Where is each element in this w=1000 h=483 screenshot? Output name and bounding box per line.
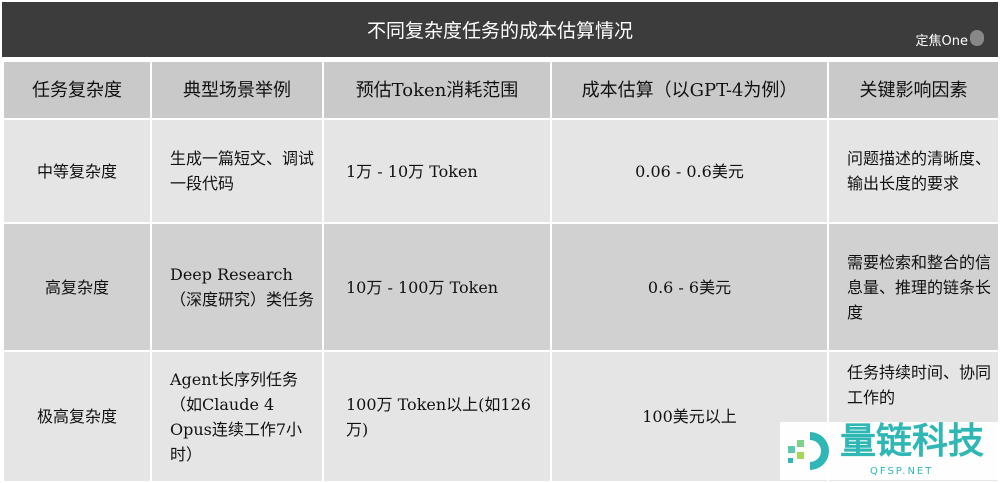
header-cell: 预估Token消耗范围 [322,60,552,120]
cell: 需要检索和整合的信息量、推理的链条长度 [827,222,1000,352]
watermark: 量链科技 QFSP.NET [780,422,1000,480]
header-cell: 成本估算（以GPT-4为例） [550,60,829,120]
brand-logo-icon [970,30,984,46]
header-row: 任务复杂度 典型场景举例 预估Token消耗范围 成本估算（以GPT-4为例） … [2,60,1000,120]
cost-table: 任务复杂度 典型场景举例 预估Token消耗范围 成本估算（以GPT-4为例） … [2,60,1000,483]
header-cell: 关键影响因素 [827,60,1000,120]
header-cell: 任务复杂度 [2,60,152,120]
cell: 0.06 - 0.6美元 [550,118,829,224]
cell: 高复杂度 [2,222,152,352]
header-cell: 典型场景举例 [150,60,324,120]
table-row: 高复杂度 Deep Research（深度研究）类任务 10万 - 100万 T… [2,222,1000,352]
watermark-text: 量链科技 [840,421,985,462]
cell: 中等复杂度 [2,118,152,224]
cell: 极高复杂度 [2,350,152,483]
title-text: 不同复杂度任务的成本估算情况 [366,20,633,42]
watermark-url: QFSP.NET [870,466,934,477]
cell: 问题描述的清晰度、输出长度的要求 [827,118,1000,224]
cell: 10万 - 100万 Token [322,222,552,352]
table-title: 不同复杂度任务的成本估算情况 [2,2,998,57]
cell: Deep Research（深度研究）类任务 [150,222,324,352]
cell: 100万 Token以上(如126万) [322,350,552,483]
cell: Agent长序列任务（如Claude 4 Opus连续工作7小时） [150,350,324,483]
brand-logo-text: 定焦One [915,34,968,49]
cell: 0.6 - 6美元 [550,222,829,352]
cell: 生成一篇短文、调试一段代码 [150,118,324,224]
watermark-logo-icon [784,428,834,474]
table-row: 中等复杂度 生成一篇短文、调试一段代码 1万 - 10万 Token 0.06 … [2,118,1000,224]
cell: 1万 - 10万 Token [322,118,552,224]
